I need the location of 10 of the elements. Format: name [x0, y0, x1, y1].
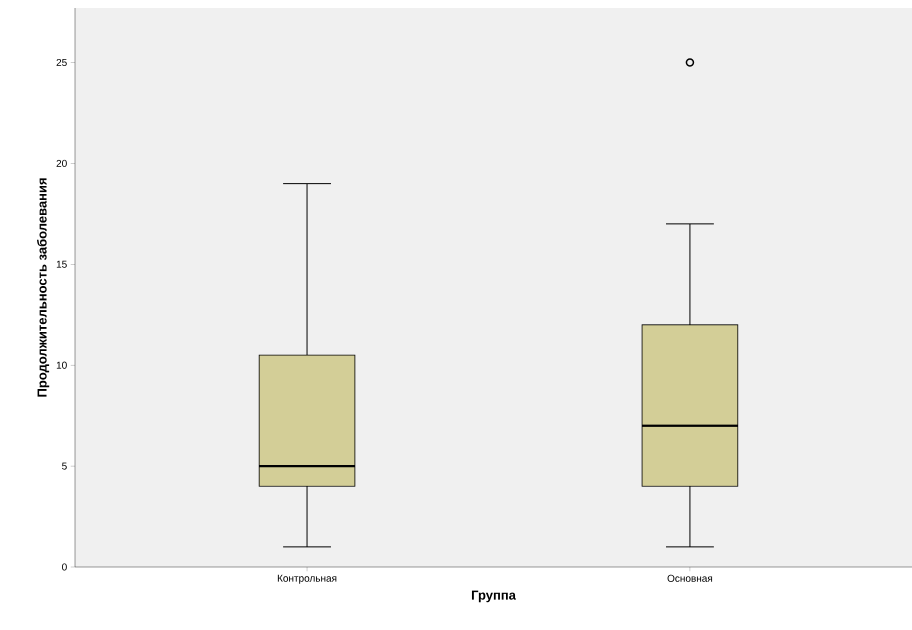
- y-axis-title: Продолжительность заболевания: [36, 178, 50, 397]
- y-tick-label: 10: [56, 362, 67, 369]
- x-axis-title: Группа: [472, 590, 516, 602]
- y-tick-label: 25: [56, 58, 67, 66]
- x-tick-label: Основная: [668, 574, 712, 582]
- y-tick-label: 0: [62, 563, 67, 571]
- y-tick-label: 20: [56, 160, 67, 167]
- y-tick-label: 5: [62, 462, 67, 470]
- y-tick-label: 15: [56, 260, 67, 268]
- x-tick-label: Контрольная: [278, 574, 336, 584]
